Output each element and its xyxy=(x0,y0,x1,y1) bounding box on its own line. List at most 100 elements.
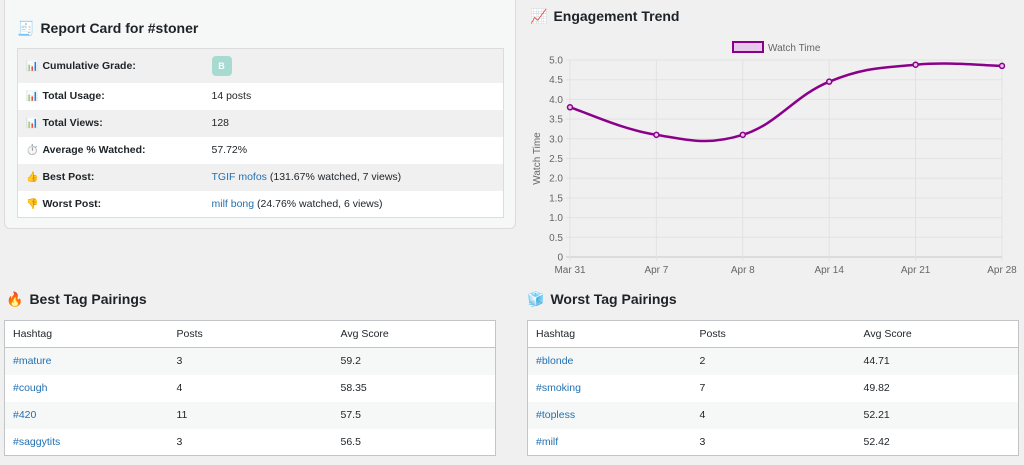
engagement-trend-chart: 0 0.5 1.0 1.5 2.0 2.5 3.0 3.5 4.0 4.5 5.0 Mar 31 Apr… xyxy=(526,32,1024,282)
column-header-hashtag[interactable]: Hashtag xyxy=(4,320,169,348)
column-header-posts[interactable]: Posts xyxy=(168,320,333,348)
data-point xyxy=(653,131,660,139)
table-row: #mature 3 59.2 xyxy=(4,347,496,375)
table-row: #topless 4 52.21 xyxy=(527,401,1019,429)
avg-watched-row: ⏱️ Average % Watched: 57.72% xyxy=(17,136,504,164)
fire-icon: 🔥 xyxy=(6,292,24,308)
best-tag-pairings-title: 🔥 Best Tag Pairings xyxy=(6,291,147,308)
y-tick-label: 4.5 xyxy=(549,75,563,86)
avg-score-cell: 57.5 xyxy=(332,401,496,429)
grade-row: 📊 Cumulative Grade: B xyxy=(17,48,504,83)
posts-cell: 3 xyxy=(168,347,333,375)
watch-time-line xyxy=(569,62,1003,143)
best-post-row: 👍 Best Post: TGIF mofos (131.67% watched,… xyxy=(17,163,504,191)
grade-label: 📊 Cumulative Grade: xyxy=(17,48,204,83)
report-card-title: 🧾 Report Card for #stoner xyxy=(17,20,198,37)
worst-post-link[interactable]: milf bong xyxy=(211,197,255,210)
y-tick-label: 3.5 xyxy=(549,115,563,126)
hashtag-link[interactable]: #cough xyxy=(13,382,48,394)
y-tick-label: 1.0 xyxy=(549,213,563,224)
table-row: #milf 3 52.42 xyxy=(527,428,1019,456)
posts-cell: 4 xyxy=(168,374,333,402)
y-tick-label: 5.0 xyxy=(549,56,563,67)
hashtag-link[interactable]: #blonde xyxy=(536,355,574,368)
usage-row: 📊 Total Usage: 14 posts xyxy=(17,82,504,110)
best-post-link[interactable]: TGIF mofos xyxy=(211,171,267,183)
y-tick-label: 2.0 xyxy=(549,174,563,185)
posts-cell: 3 xyxy=(168,428,333,456)
best-post-label: 👍 Best Post: xyxy=(17,163,204,191)
grade-value: B xyxy=(203,48,504,83)
usage-value: 14 posts xyxy=(203,82,504,110)
y-tick-label: 2.5 xyxy=(549,154,563,165)
bar-chart-icon: 📊 xyxy=(26,60,39,72)
ice-cube-icon: 🧊 xyxy=(527,292,545,308)
y-tick-label: 1.5 xyxy=(549,193,563,204)
column-header-avg-score[interactable]: Avg Score xyxy=(332,320,496,348)
x-tick-label: Apr 8 xyxy=(731,265,755,276)
best-post-stats: (131.67% watched, 7 views) xyxy=(266,171,402,183)
receipt-icon: 🧾 xyxy=(17,21,35,37)
hashtag-link[interactable]: #saggytits xyxy=(13,435,61,448)
grade-badge: B xyxy=(211,55,232,76)
thumbs-down-icon: 👎 xyxy=(26,198,39,210)
bar-chart-icon: 📊 xyxy=(26,91,39,102)
table-header-row: Hashtag Posts Avg Score xyxy=(4,320,496,348)
best-tag-pairings-title-text: Best Tag Pairings xyxy=(29,291,147,307)
x-tick-label: Mar 31 xyxy=(554,265,586,276)
worst-post-row: 👎 Worst Post: milf bong (24.76% watched, … xyxy=(17,190,504,218)
data-point xyxy=(998,62,1006,70)
avg-score-cell: 44.71 xyxy=(855,347,1019,375)
y-tick-label: 3.0 xyxy=(549,134,563,145)
avg-score-cell: 56.5 xyxy=(332,428,496,456)
thumbs-up-icon: 👍 xyxy=(26,172,39,183)
table-row: #cough 4 58.35 xyxy=(4,374,496,402)
data-point xyxy=(739,131,747,139)
hashtag-link[interactable]: #mature xyxy=(13,355,52,368)
table-row: #blonde 2 44.71 xyxy=(527,347,1019,375)
column-header-posts[interactable]: Posts xyxy=(691,320,856,348)
hashtag-link[interactable]: #420 xyxy=(13,409,37,421)
x-tick-label: Apr 28 xyxy=(987,265,1017,276)
legend-label: Watch Time xyxy=(768,43,821,54)
worst-post-stats: (24.76% watched, 6 views) xyxy=(254,197,383,210)
table-row: #420 11 57.5 xyxy=(4,401,496,429)
hashtag-link[interactable]: #smoking xyxy=(536,382,581,394)
data-point xyxy=(912,61,919,68)
worst-tag-pairings-table: Hashtag Posts Avg Score #blonde 2 44.71 … xyxy=(527,320,1019,456)
table-row: #saggytits 3 56.5 xyxy=(4,428,496,456)
avg-score-cell: 59.2 xyxy=(332,347,496,375)
data-point xyxy=(825,78,833,85)
table-row: #smoking 7 49.82 xyxy=(527,374,1019,402)
worst-tag-pairings-title-text: Worst Tag Pairings xyxy=(550,291,677,307)
posts-cell: 3 xyxy=(691,428,856,456)
usage-label: 📊 Total Usage: xyxy=(17,82,204,110)
avg-score-cell: 52.42 xyxy=(855,428,1019,456)
posts-cell: 2 xyxy=(691,347,856,375)
avg-watched-label: ⏱️ Average % Watched: xyxy=(17,136,204,164)
best-post-value: TGIF mofos (131.67% watched, 7 views) xyxy=(203,163,504,191)
legend-swatch xyxy=(732,41,764,53)
avg-watched-value: 57.72% xyxy=(203,136,504,164)
avg-score-cell: 49.82 xyxy=(855,374,1019,402)
avg-score-cell: 52.21 xyxy=(855,401,1019,429)
column-header-hashtag[interactable]: Hashtag xyxy=(527,320,692,348)
data-point xyxy=(566,104,574,111)
stopwatch-icon: ⏱️ xyxy=(26,145,39,156)
hashtag-link[interactable]: #milf xyxy=(536,435,559,448)
x-tick-label: Apr 7 xyxy=(644,265,668,276)
y-tick-label: 0.5 xyxy=(549,233,563,244)
posts-cell: 4 xyxy=(691,401,856,429)
views-row: 📊 Total Views: 128 xyxy=(17,109,504,137)
best-tag-pairings-table: Hashtag Posts Avg Score #mature 3 59.2 #… xyxy=(4,320,496,456)
bar-chart-icon: 📊 xyxy=(26,118,39,129)
x-tick-label: Apr 14 xyxy=(814,265,844,276)
column-header-avg-score[interactable]: Avg Score xyxy=(855,320,1019,348)
y-axis-title: Watch Time xyxy=(532,132,543,185)
y-tick-label: 0 xyxy=(557,253,563,264)
engagement-trend-title: 📈 Engagement Trend xyxy=(530,8,679,25)
worst-tag-pairings-title: 🧊 Worst Tag Pairings xyxy=(527,291,677,308)
engagement-trend-title-text: Engagement Trend xyxy=(553,8,680,24)
hashtag-link[interactable]: #topless xyxy=(536,409,576,421)
views-label: 📊 Total Views: xyxy=(17,109,204,137)
